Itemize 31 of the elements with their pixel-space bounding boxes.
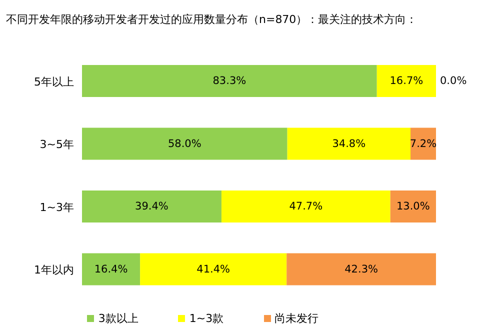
y-tick-label: 5年以上 (34, 75, 74, 88)
bar (287, 128, 411, 160)
data-label: 7.2% (410, 138, 437, 150)
bar (221, 190, 390, 222)
bar (286, 253, 436, 286)
data-label: 13.0% (396, 200, 430, 212)
y-tick-label: 1~3年 (40, 200, 74, 214)
bar (82, 128, 288, 160)
bar (376, 65, 436, 97)
bar (82, 190, 222, 222)
data-label: 83.3% (212, 75, 246, 87)
legend-label: 1~3款 (189, 312, 224, 325)
bar (82, 65, 377, 97)
data-label: 41.4% (196, 263, 230, 276)
bar (82, 253, 140, 286)
data-label: 58.0% (168, 138, 202, 150)
data-label: 42.3% (344, 263, 378, 276)
data-label: 47.7% (289, 200, 323, 212)
data-label: 34.8% (332, 138, 366, 150)
bar (140, 253, 287, 286)
data-label: 39.4% (135, 200, 168, 212)
data-label: 16.4% (94, 263, 128, 276)
bar (410, 128, 436, 160)
legend-label: 尚未发行 (274, 312, 319, 325)
y-tick-label: 3~5年 (40, 138, 74, 152)
y-tick-label: 1年以内 (34, 264, 74, 277)
chart-title: 不同开发年限的移动开发者开发过的应用数量分布（n=870）：最关注的技术方向： (6, 12, 418, 27)
data-label: 0.0% (440, 75, 467, 87)
bar (390, 190, 436, 222)
legend-label: 3款以上 (98, 312, 138, 325)
data-label: 16.7% (390, 75, 424, 87)
